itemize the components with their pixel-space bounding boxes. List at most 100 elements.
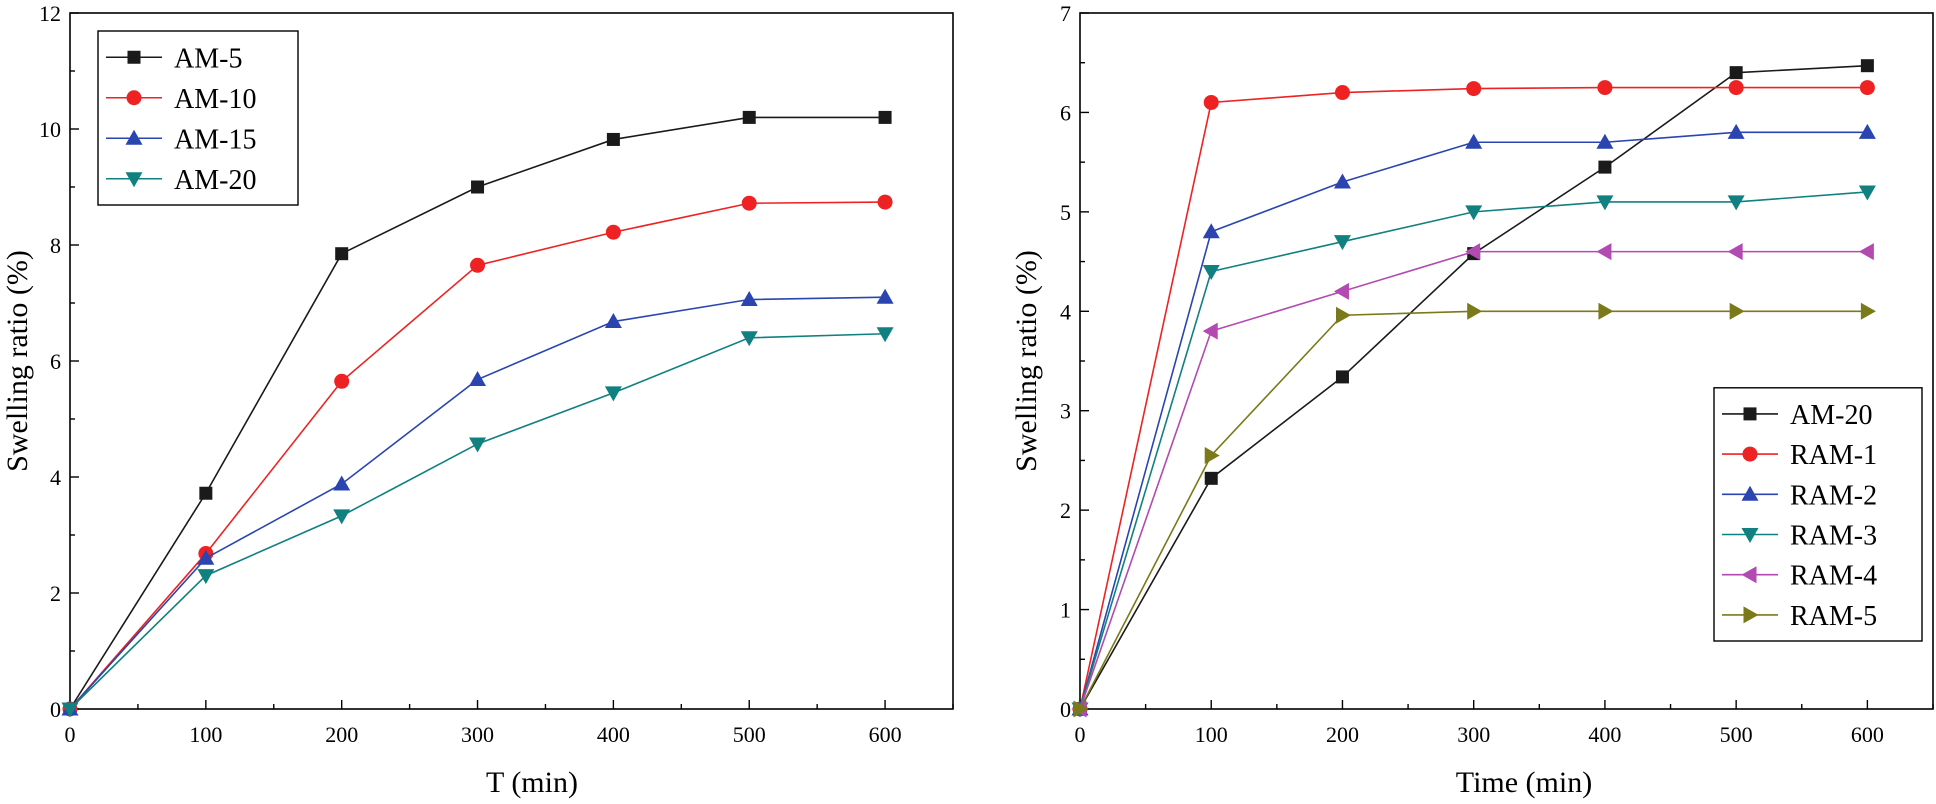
y-tick-label: 6 xyxy=(1060,100,1071,125)
data-point xyxy=(1333,282,1349,300)
data-point xyxy=(1204,446,1220,464)
y-tick-labels: 0 1 2 3 4 5 6 7 xyxy=(1060,1,1071,722)
data-point xyxy=(1727,123,1745,139)
y-tick-label: 3 xyxy=(1060,399,1071,424)
data-point xyxy=(1073,700,1089,718)
legend-swatch-marker xyxy=(1743,606,1759,624)
x-tick-labels: 0 100 200 300 400 500 600 xyxy=(1075,722,1884,747)
x-tick-label: 200 xyxy=(1326,722,1359,747)
x-tick-label: 600 xyxy=(869,722,902,747)
data-point xyxy=(604,386,622,402)
x-tick-labels: 0 100 200 300 400 500 600 xyxy=(65,722,902,747)
axis-ticks xyxy=(1079,12,1934,710)
y-tick-label: 0 xyxy=(50,697,61,722)
data-point xyxy=(1203,94,1219,110)
series-line xyxy=(69,201,886,710)
data-point xyxy=(333,475,351,491)
data-point xyxy=(1596,243,1612,261)
legend-item: AM-15 xyxy=(106,124,256,155)
data-point xyxy=(1858,243,1874,261)
data-point xyxy=(740,291,758,307)
data-point xyxy=(470,257,486,273)
legend-label: AM-20 xyxy=(1790,400,1872,431)
series-line xyxy=(69,296,886,710)
data-point xyxy=(876,288,894,304)
legend-label: AM-20 xyxy=(174,165,256,196)
x-tick-label: 0 xyxy=(1075,722,1086,747)
legend-swatch-marker xyxy=(1741,566,1757,584)
x-tick-label: 100 xyxy=(1195,722,1228,747)
data-point xyxy=(1859,80,1875,96)
legend-item: RAM-3 xyxy=(1722,521,1877,552)
legend-swatch-marker xyxy=(126,90,142,106)
legend-swatch-marker xyxy=(127,50,141,64)
data-point xyxy=(1729,66,1743,80)
x-tick-label: 400 xyxy=(597,722,630,747)
data-point xyxy=(1465,243,1481,261)
x-tick-label: 100 xyxy=(189,722,222,747)
data-point xyxy=(197,569,215,585)
data-point xyxy=(1465,205,1483,221)
y-tick-label: 6 xyxy=(50,349,61,374)
y-tick-label: 12 xyxy=(39,1,61,26)
data-point xyxy=(1467,302,1483,320)
legend-label: RAM-1 xyxy=(1790,440,1877,471)
data-point xyxy=(1597,80,1613,96)
legend-label: RAM-3 xyxy=(1790,521,1877,552)
data-point xyxy=(1858,123,1876,139)
data-point xyxy=(1334,85,1350,101)
data-point xyxy=(1202,223,1220,239)
legend-swatch-marker xyxy=(1742,446,1758,462)
y-tick-label: 2 xyxy=(50,581,61,606)
series-am-10 xyxy=(62,194,893,717)
data-point xyxy=(1333,173,1351,189)
data-point xyxy=(606,132,620,146)
legend-swatch-marker xyxy=(1743,407,1757,421)
legend-swatch-marker xyxy=(1741,528,1759,543)
x-tick-label: 300 xyxy=(461,722,494,747)
x-tick-label: 600 xyxy=(1851,722,1884,747)
legend-item: RAM-4 xyxy=(1722,561,1877,592)
legend-item: AM-20 xyxy=(106,165,256,196)
x-tick-label: 400 xyxy=(1588,722,1621,747)
data-point xyxy=(604,313,622,329)
data-point xyxy=(61,702,79,718)
data-point xyxy=(1596,195,1614,211)
data-point xyxy=(877,194,893,210)
legend-item: RAM-1 xyxy=(1722,440,1877,471)
data-point xyxy=(742,110,756,124)
legend-item: AM-5 xyxy=(106,43,242,74)
y-tick-label: 10 xyxy=(39,117,61,142)
legend-label: AM-10 xyxy=(174,84,256,115)
data-point xyxy=(1204,471,1218,485)
legend-label: AM-5 xyxy=(174,43,242,74)
x-tick-label: 0 xyxy=(65,722,76,747)
data-point xyxy=(878,110,892,124)
data-point xyxy=(1860,59,1874,73)
series-line xyxy=(69,116,886,710)
legend-label: AM-15 xyxy=(174,124,256,155)
y-axis-label: Swelling ratio (%) xyxy=(1010,250,1043,472)
data-point xyxy=(471,180,485,194)
data-point xyxy=(1335,370,1349,384)
data-point xyxy=(876,327,894,343)
data-point xyxy=(1202,322,1218,340)
data-point xyxy=(1727,195,1745,211)
data-point xyxy=(1333,235,1351,251)
data-point xyxy=(1727,243,1743,261)
y-tick-label: 4 xyxy=(50,465,61,490)
series-line xyxy=(69,332,886,710)
data-point xyxy=(1202,265,1220,281)
legend-swatch-marker xyxy=(125,129,143,145)
data-point xyxy=(1466,81,1482,97)
data-point xyxy=(333,509,351,525)
chart-panel-right: 0 100 200 300 400 500 600 0 1 2 3 4 5 6 7 AM-20 RAM-1 R… xyxy=(1010,1,1934,799)
y-tick-label: 0 xyxy=(1060,697,1071,722)
legend-item: RAM-5 xyxy=(1722,601,1877,632)
legend: AM-20 RAM-1 RAM-2 RAM-3 RAM-4 RAM-5 xyxy=(1713,387,1923,642)
data-point xyxy=(1860,302,1876,320)
legend: AM-5 AM-10 AM-15 AM-20 xyxy=(97,30,299,206)
legend-item: RAM-2 xyxy=(1722,480,1877,511)
data-point xyxy=(334,373,350,389)
